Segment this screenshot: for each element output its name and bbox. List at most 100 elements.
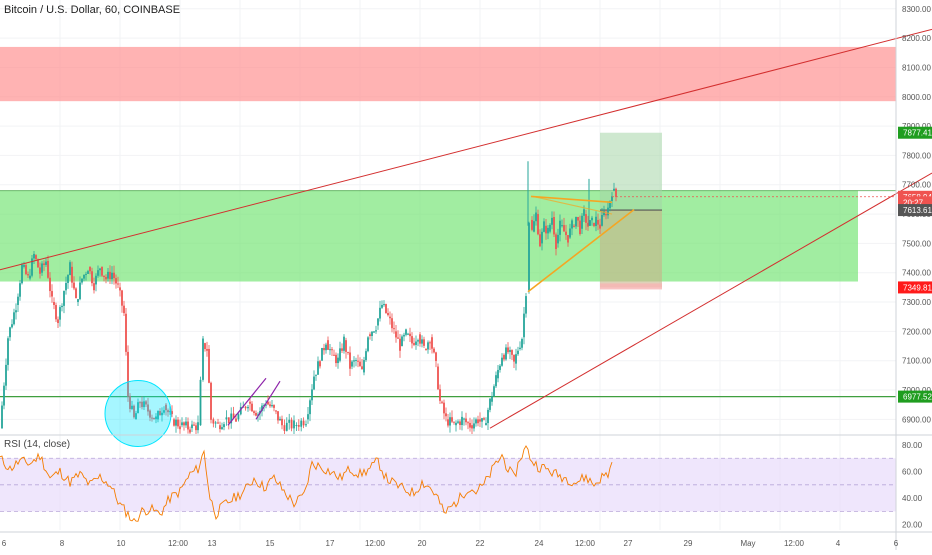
candle-body [405,329,407,335]
candle-body [230,413,233,424]
time-tick-label: 12:00 [784,539,805,548]
candle-body [123,305,125,314]
candle-body [288,419,291,423]
candle-body [437,366,439,390]
candle-body [91,271,93,284]
candle-body [206,349,208,351]
candle-body [351,361,353,367]
marker-circle [104,379,172,447]
candle-body [253,411,255,413]
candle-body [204,343,206,350]
candle-body [63,291,65,306]
candle-body [483,418,485,420]
candle-body [255,412,257,416]
candle-body [27,274,29,276]
candle-body [85,273,87,275]
candle-body [187,421,189,430]
candle-body [391,318,393,329]
price-label-text: 6977.52 [903,393,932,402]
candle-body [77,299,79,303]
candle-body [139,402,141,404]
triangle-top [530,195,613,204]
candle-body [385,304,387,313]
price-label-box [898,281,932,294]
resistance-zone [0,46,896,102]
candle-body [93,283,95,291]
candle-body [149,410,151,418]
candle-body [511,350,513,355]
candle-body [7,338,9,365]
candle-body [53,302,55,306]
candle-body [419,334,421,344]
candle-body [481,418,483,422]
candle-body [131,405,133,409]
candle-body [97,270,99,276]
candle-body [499,365,501,370]
candle-body [165,404,167,411]
candle-body [345,340,347,352]
candle-body [409,333,411,337]
candle-body [99,268,101,271]
time-tick-label: 20 [418,539,427,548]
candle-body [528,222,530,291]
time-tick-label: 13 [208,539,217,548]
candle-body [473,423,475,429]
candle-body [555,234,557,250]
candle-body [439,389,441,401]
candle-body [103,275,105,277]
triangle-inner [532,195,613,215]
candle-body [407,333,409,335]
candle-body [135,413,137,420]
candle-body [579,220,581,235]
candle-body [327,340,329,350]
candle-body [163,410,165,413]
candle-body [493,386,495,397]
candle-body [275,410,277,412]
candle-body [375,330,377,332]
time-tick-label: 8 [60,539,65,548]
candle-body [593,222,595,227]
candle-body [281,418,283,426]
price-label-box [898,204,932,217]
candle-body [615,188,617,197]
candle-body [300,420,303,427]
candle-body [23,265,25,267]
candle-body [547,227,549,234]
rsi-tick-label: 20.00 [902,521,923,530]
candle-body [227,417,230,424]
candle-body [133,405,135,418]
candle-body [489,398,491,410]
candle-body [373,331,375,333]
candle-body [29,275,31,279]
candle-body [17,296,19,305]
price-label-text: 7613.61 [903,206,932,215]
candle-body [411,336,413,344]
candle-body [107,271,109,279]
candle-body [589,220,591,226]
candle-body [251,403,253,412]
trendline-lower [489,172,932,429]
target-box [600,132,662,211]
candle-body [523,313,525,338]
candle-body [521,338,523,348]
candle-body [563,225,565,232]
time-tick-label: 12:00 [168,539,189,548]
candle-body [145,401,147,405]
candle-body [387,312,389,316]
candle-body [379,307,381,319]
candle-body [321,347,323,361]
candle-body [5,364,7,386]
candle-body [290,419,293,429]
candle-body [219,425,221,430]
candle-body [239,407,242,415]
candle-body [75,288,77,299]
candle-body [533,221,535,232]
candle-body [537,214,539,235]
candle-body [267,401,269,405]
candle-body [551,217,553,225]
candle-body [161,412,163,416]
candle-body [403,334,405,337]
candle-body [331,349,333,351]
candle-body [25,265,27,275]
